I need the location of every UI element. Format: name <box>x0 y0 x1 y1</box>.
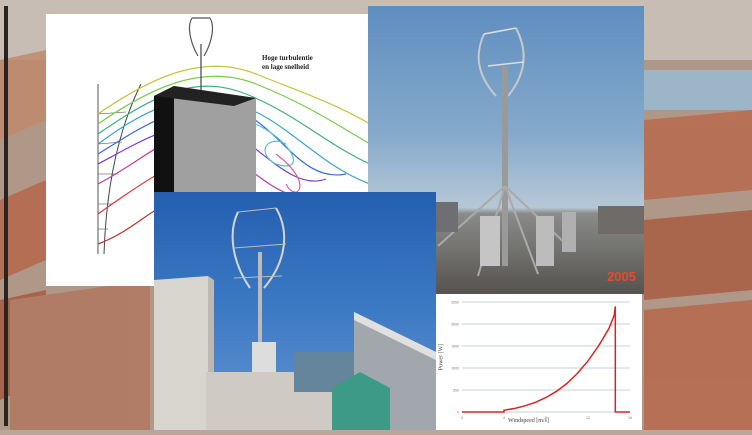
y-tick-label: 2000 <box>451 323 459 327</box>
x-tick-label: 8 <box>545 416 547 420</box>
chart-grid <box>462 301 630 413</box>
y-axis-label: Power [W] <box>438 343 445 371</box>
building-turbine-illustration <box>154 207 436 430</box>
power-curve-line <box>462 306 630 413</box>
y-tick-label: 1500 <box>451 345 459 349</box>
y-tick-label: 1000 <box>451 367 459 371</box>
x-tick-label: 12 <box>586 416 590 420</box>
caption-line-2: en lage snelheid <box>262 63 310 71</box>
x-tick-label: 0 <box>461 416 463 420</box>
y-tick-label: 2500 <box>451 301 459 305</box>
power-curve-chart: 0 500 1000 1500 2000 2500 0 4 8 12 16 Windspeed [m… <box>436 294 642 430</box>
y-tick-label: 0 <box>457 411 459 415</box>
flow-caption: Hoge turbulentie en lage snelheid <box>262 54 342 72</box>
x-tick-label: 16 <box>628 416 632 420</box>
power-curve-svg: 0 500 1000 1500 2000 2500 0 4 8 12 16 <box>451 301 632 421</box>
year-stamp: 2005 <box>607 269 636 284</box>
chart-tick-labels: 0 500 1000 1500 2000 2500 0 4 8 12 16 <box>451 301 632 421</box>
x-axis-label: Windspeed [m/s] <box>508 418 549 424</box>
flow-diagram <box>97 17 370 255</box>
x-tick-label: 4 <box>503 416 505 420</box>
caption-line-1: Hoge turbulentie <box>262 54 313 62</box>
building-turbine-photo <box>154 192 436 430</box>
y-tick-label: 500 <box>453 389 459 393</box>
